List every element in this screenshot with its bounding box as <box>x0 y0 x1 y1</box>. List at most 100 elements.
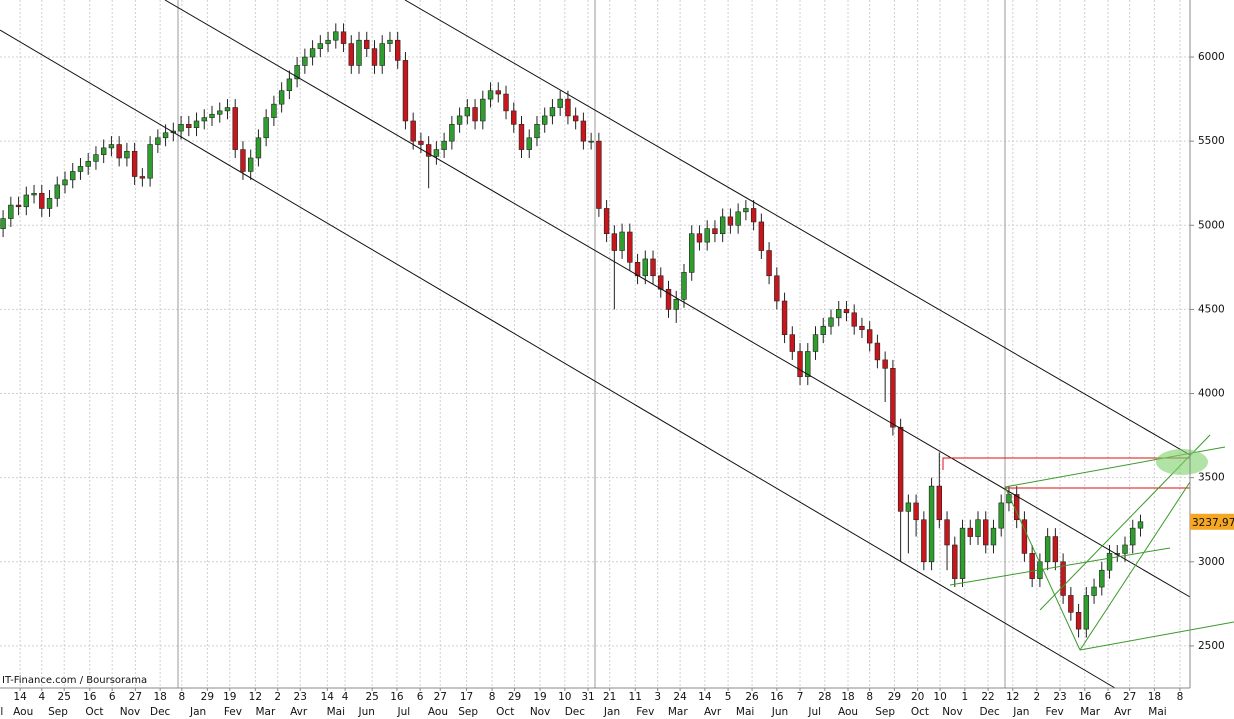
y-tick-label: 6000 <box>1198 51 1225 63</box>
candle-body <box>410 120 416 142</box>
x-tick-label: 19 <box>223 691 236 703</box>
last-price-tag <box>1190 513 1234 530</box>
candle-body <box>162 132 169 139</box>
candle-body <box>31 193 37 196</box>
candle-body <box>139 176 146 179</box>
candle-body <box>209 113 215 118</box>
candle-body <box>356 39 362 66</box>
y-tick-label: 2500 <box>1198 640 1225 652</box>
candle-body <box>952 544 958 579</box>
candle-body <box>116 144 122 159</box>
candle-body <box>549 107 556 117</box>
candle-body <box>534 124 540 139</box>
x-tick-label: 25 <box>365 691 378 703</box>
candle-body <box>193 120 200 129</box>
candle-body <box>542 115 548 125</box>
candle-body <box>921 519 927 563</box>
x-tick-label: 20 <box>911 691 924 703</box>
candle-body <box>696 233 703 243</box>
candle-body <box>836 309 842 319</box>
candle-body <box>874 342 881 361</box>
last-price-label: 3237,97 <box>1192 517 1234 529</box>
x-tick-label: 29 <box>201 691 214 703</box>
x-tick-label: 4 <box>342 691 349 703</box>
candle-body <box>665 288 672 310</box>
x-tick-label: 18 <box>1148 691 1161 703</box>
candle-body <box>309 48 316 58</box>
candle-body <box>936 485 943 521</box>
candle-body <box>743 208 749 213</box>
candle-body <box>766 250 772 277</box>
candle-body <box>77 166 84 172</box>
x-tick-label: 3 <box>654 691 661 703</box>
x-tick-label: 2 <box>274 691 281 703</box>
candle-body <box>449 124 455 142</box>
candle-body <box>186 124 192 129</box>
fan-line <box>949 547 1171 586</box>
candle-body <box>201 117 207 122</box>
x-tick-label: 18 <box>153 691 166 703</box>
month-label: Mai <box>1148 706 1166 718</box>
candle-body <box>93 154 99 162</box>
candle-body <box>394 39 401 61</box>
month-label: Sep <box>48 706 68 718</box>
candle-body <box>278 90 285 105</box>
candle-body <box>23 194 30 208</box>
month-label: Nov <box>530 706 551 718</box>
candle-body <box>46 198 53 209</box>
candle-body <box>526 137 532 150</box>
candle-body <box>62 179 68 186</box>
candle-body <box>217 110 223 115</box>
month-label: Jan <box>1012 706 1029 718</box>
candle-body <box>108 144 115 149</box>
candle-body <box>263 117 269 139</box>
candle-body <box>1099 569 1105 588</box>
month-label: Jul <box>397 706 411 718</box>
x-tick-label: 25 <box>58 691 71 703</box>
x-tick-label: 18 <box>841 691 854 703</box>
y-tick-label: 4500 <box>1198 303 1225 315</box>
x-tick-label: 14 <box>13 691 27 703</box>
x-tick-label: 31 <box>581 691 594 703</box>
candle-body <box>712 228 718 235</box>
candle-body <box>882 359 888 369</box>
month-label: Oct <box>911 706 929 718</box>
month-label: Mar <box>668 706 688 718</box>
candle-body <box>805 351 811 378</box>
candle-body <box>781 300 788 335</box>
candle-body <box>758 221 765 251</box>
trend-line <box>164 0 1191 598</box>
candle-body <box>750 208 757 223</box>
candle-body <box>0 218 6 229</box>
candle-body <box>364 39 370 49</box>
candle-body <box>905 502 912 512</box>
candle-body <box>255 137 262 159</box>
x-tick-label: 16 <box>390 691 404 703</box>
resistance-line <box>942 457 1190 470</box>
month-label: Jan <box>603 706 620 718</box>
candle-body <box>1106 553 1113 571</box>
candle-body <box>441 140 447 150</box>
month-label: Oct <box>85 706 103 718</box>
candle-body <box>340 31 347 44</box>
x-tick-label: 19 <box>533 691 546 703</box>
x-tick-label: 16 <box>1078 691 1092 703</box>
candle-body <box>224 107 231 112</box>
candle-body <box>147 144 153 179</box>
candle-body <box>402 60 409 122</box>
month-label: Sep <box>458 706 478 718</box>
candle-body <box>944 519 950 546</box>
x-tick-label: 27 <box>1123 691 1136 703</box>
candle-body <box>735 211 741 226</box>
year-separators <box>177 0 1006 688</box>
x-tick-label: 6 <box>109 691 116 703</box>
month-label: Jul <box>807 706 821 718</box>
candle-body <box>797 351 803 378</box>
x-tick-label: 8 <box>178 691 185 703</box>
month-label: Nov <box>942 706 963 718</box>
candle-body <box>774 275 780 302</box>
x-tick-label: 1 <box>962 691 969 703</box>
x-tick-label: 8 <box>489 691 496 703</box>
candle-body <box>371 48 378 66</box>
